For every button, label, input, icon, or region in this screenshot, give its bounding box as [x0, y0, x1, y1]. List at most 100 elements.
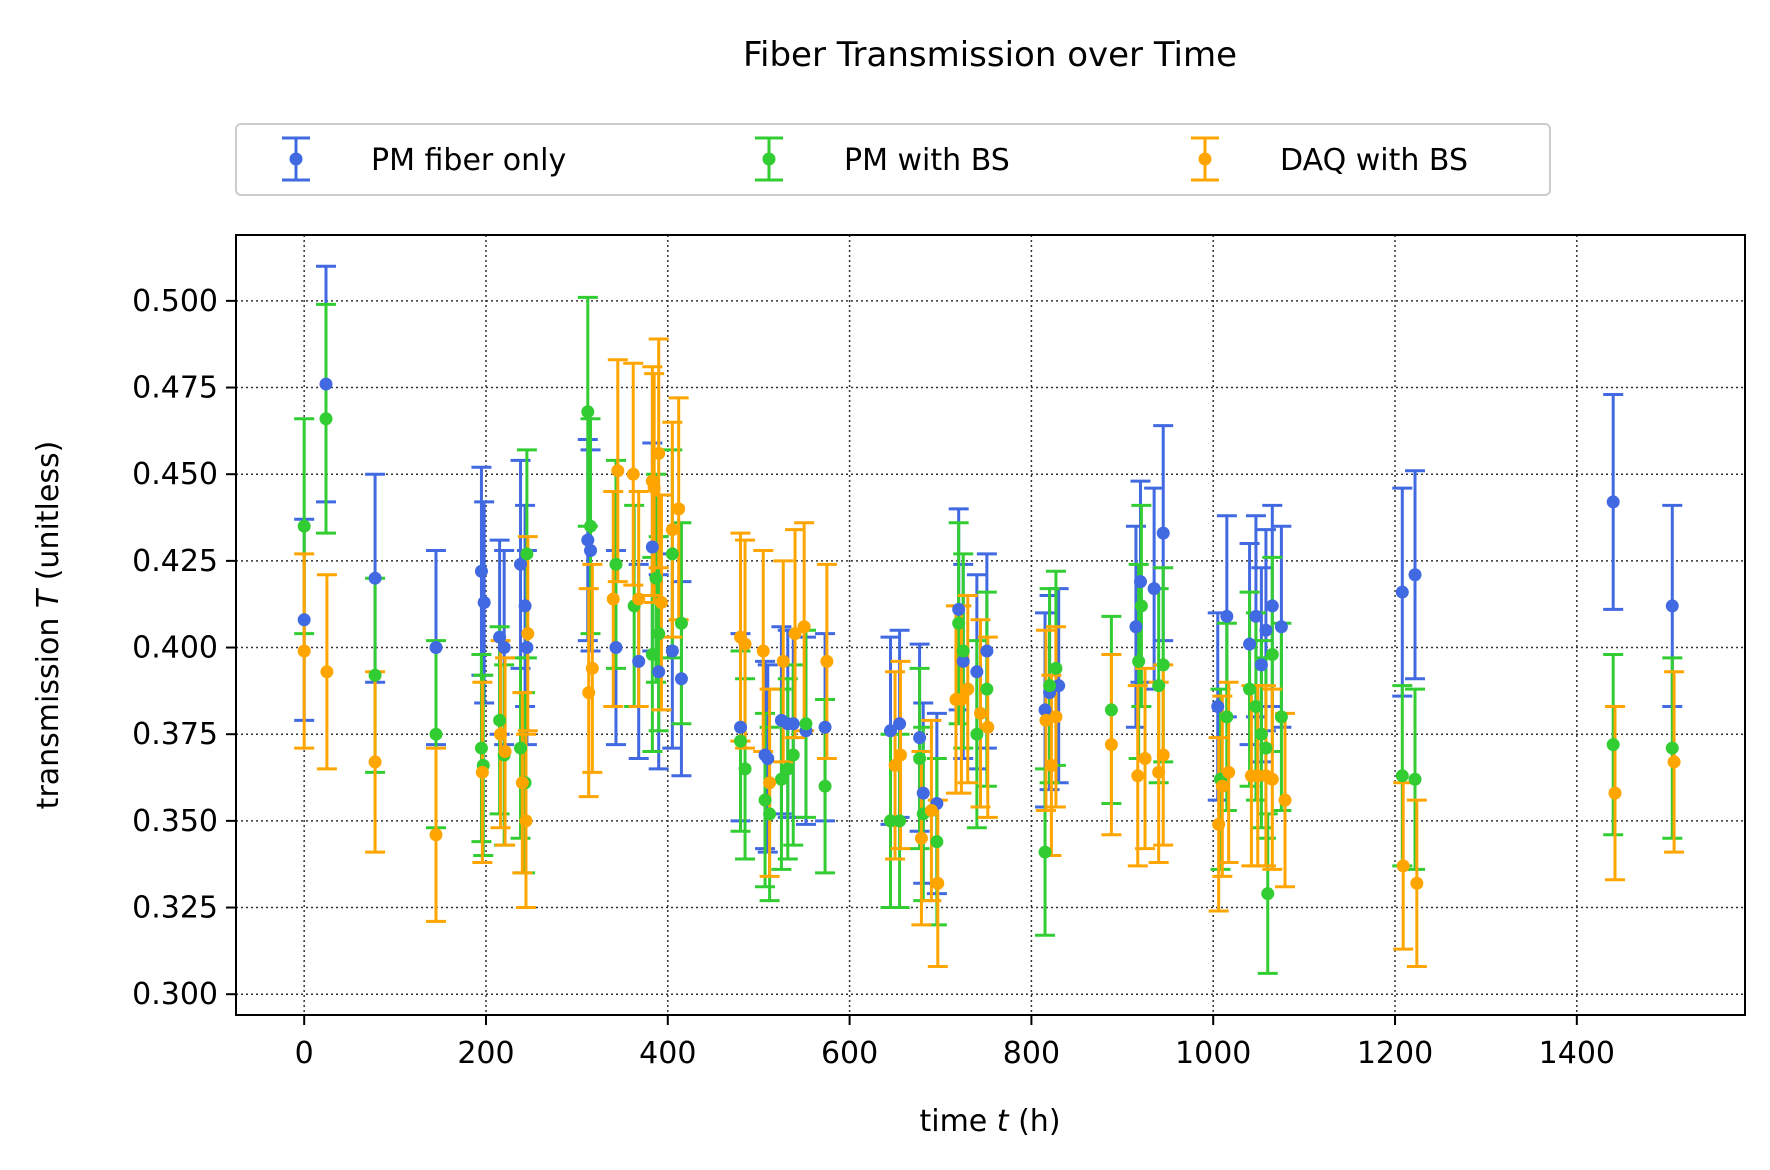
chart-title: Fiber Transmission over Time: [743, 35, 1237, 75]
data-point: [980, 644, 994, 658]
data-point: [930, 835, 944, 849]
data-point: [1396, 859, 1410, 873]
legend-item-0: PM fiber only: [282, 136, 566, 182]
y-tick-label: 0.325: [132, 891, 218, 926]
data-point: [609, 557, 623, 571]
data-point: [738, 762, 752, 776]
x-tick-label: 1400: [1539, 1036, 1615, 1071]
data-point: [956, 644, 970, 658]
data-point: [1212, 817, 1226, 831]
data-point: [1667, 755, 1681, 769]
data-point: [632, 654, 646, 668]
data-point: [820, 654, 834, 668]
plot-data: [294, 264, 1685, 975]
data-point: [497, 641, 511, 655]
x-tick-label: 600: [821, 1036, 878, 1071]
data-point: [645, 540, 659, 554]
x-axis-label: time t (h): [919, 1104, 1060, 1139]
data-point: [1152, 765, 1166, 779]
data-point: [952, 616, 966, 630]
data-point: [884, 724, 898, 738]
data-point: [494, 727, 508, 741]
data-point: [1211, 699, 1225, 713]
data-point: [756, 644, 770, 658]
data-point: [474, 564, 488, 578]
data-point: [1395, 585, 1409, 599]
y-axis-label: transmission T (unitless): [31, 441, 66, 810]
data-point: [647, 481, 661, 495]
data-point: [1274, 710, 1288, 724]
data-point: [1129, 620, 1143, 634]
data-point: [429, 727, 443, 741]
data-point: [665, 523, 679, 537]
data-point: [1243, 682, 1257, 696]
data-point: [894, 748, 908, 762]
y-tick-label: 0.375: [132, 717, 218, 752]
plot-frame: [235, 234, 1746, 1016]
data-point: [584, 543, 598, 557]
data-point: [788, 627, 802, 641]
data-point: [652, 627, 666, 641]
data-point: [761, 751, 775, 765]
data-point: [1249, 609, 1263, 623]
data-point: [520, 547, 534, 561]
data-point: [1147, 582, 1161, 596]
data-point: [913, 731, 927, 745]
data-point: [1156, 748, 1170, 762]
data-point: [1049, 710, 1063, 724]
data-point: [914, 831, 928, 845]
data-point: [518, 599, 532, 613]
x-tick-label: 0: [295, 1036, 314, 1071]
data-point: [319, 377, 333, 391]
data-point: [520, 641, 534, 655]
data-point: [954, 693, 968, 707]
data-point: [514, 557, 528, 571]
data-point: [774, 772, 788, 786]
data-point: [632, 592, 646, 606]
data-point: [1138, 751, 1152, 765]
data-point: [1132, 654, 1146, 668]
data-point: [521, 627, 535, 641]
data-point: [584, 519, 598, 533]
data-point: [674, 616, 688, 630]
data-point: [1254, 727, 1268, 741]
legend-marker: [762, 152, 776, 166]
legend: PM fiber only PM with BS DAQ with BS: [235, 123, 1551, 196]
data-point: [1104, 738, 1118, 752]
legend-handle: [755, 136, 783, 182]
data-point: [1261, 887, 1275, 901]
data-point: [1039, 713, 1053, 727]
data-point: [1052, 679, 1066, 693]
data-point: [493, 630, 507, 644]
y-tick-label: 0.350: [132, 804, 218, 839]
data-point: [626, 467, 640, 481]
data-point: [893, 717, 907, 731]
series-2-points: [297, 446, 1681, 890]
series-1-points: [297, 405, 1679, 901]
data-point: [924, 803, 938, 817]
x-tick-label: 800: [1003, 1036, 1060, 1071]
data-point: [581, 533, 595, 547]
legend-item-2: DAQ with BS: [1191, 136, 1468, 182]
data-point: [1133, 575, 1147, 589]
data-point: [980, 682, 994, 696]
data-point: [956, 654, 970, 668]
data-point: [734, 720, 748, 734]
data-point: [1608, 786, 1622, 800]
data-point: [519, 814, 533, 828]
data-point: [1131, 769, 1145, 783]
data-point: [1038, 845, 1052, 859]
x-tick-label: 1200: [1357, 1036, 1433, 1071]
data-point: [763, 776, 777, 790]
data-point: [582, 686, 596, 700]
data-point: [585, 661, 599, 675]
data-point: [1043, 679, 1057, 693]
data-point: [514, 741, 528, 755]
data-point: [1049, 661, 1063, 675]
data-point: [1259, 741, 1273, 755]
data-point: [1038, 703, 1052, 717]
data-point: [818, 720, 832, 734]
data-point: [672, 502, 686, 516]
data-point: [1665, 599, 1679, 613]
data-point: [1152, 679, 1166, 693]
